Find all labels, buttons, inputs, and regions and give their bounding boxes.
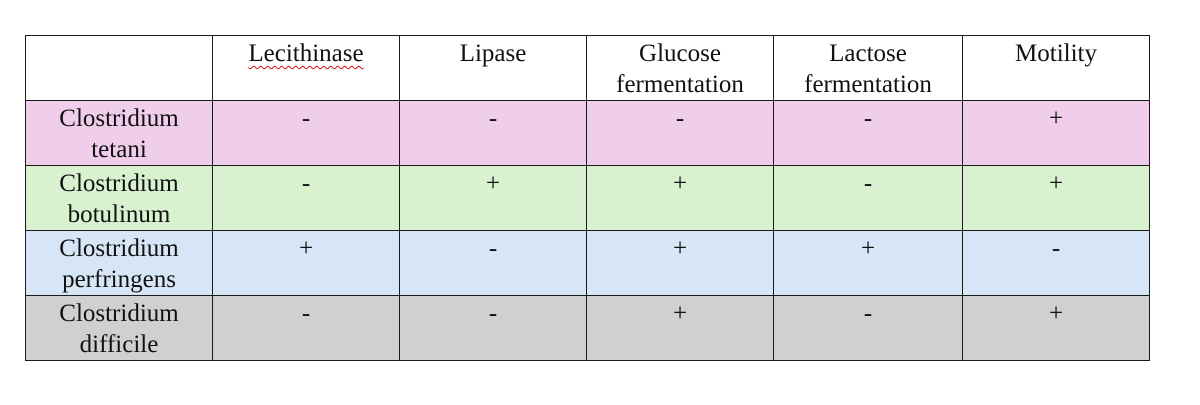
value-cell-lecithinase: - (212, 100, 400, 166)
organism-cell: Clostridium botulinum (25, 165, 213, 231)
header-cell-empty (25, 35, 213, 101)
value-cell-lecithinase: - (212, 295, 400, 361)
value-cell-lecithinase: + (212, 230, 400, 296)
table-row: Clostridium difficile - - + - + (25, 295, 1150, 361)
organism-cell: Clostridium tetani (25, 100, 213, 166)
table-row: Clostridium perfringens + - + + - (25, 230, 1150, 296)
value-cell-motility: - (962, 230, 1150, 296)
value-cell-lipase: - (399, 230, 587, 296)
clostridium-comparison-table-wrapper: Lecithinase Lipase Glucose fermentation … (25, 35, 1150, 361)
organism-cell: Clostridium difficile (25, 295, 213, 361)
value-cell-lecithinase: - (212, 165, 400, 231)
value-cell-glucose-fermentation: + (586, 165, 774, 231)
value-cell-lactose-fermentation: - (773, 295, 963, 361)
header-cell-lactose-fermentation: Lactose fermentation (773, 35, 963, 101)
header-cell-motility: Motility (962, 35, 1150, 101)
header-cell-lipase: Lipase (399, 35, 587, 101)
value-cell-motility: + (962, 165, 1150, 231)
header-label-lecithinase: Lecithinase (248, 40, 364, 67)
value-cell-lactose-fermentation: - (773, 100, 963, 166)
value-cell-lipase: + (399, 165, 587, 231)
organism-name: Clostridium botulinum (59, 170, 179, 228)
organism-name: Clostridium tetani (59, 105, 179, 163)
value-cell-lactose-fermentation: - (773, 165, 963, 231)
organism-name: Clostridium perfringens (59, 235, 179, 293)
value-cell-glucose-fermentation: - (586, 100, 774, 166)
table-row: Clostridium botulinum - + + - + (25, 165, 1150, 231)
table-row: Clostridium tetani - - - - + (25, 100, 1150, 166)
organism-name: Clostridium difficile (59, 300, 179, 358)
value-cell-motility: + (962, 295, 1150, 361)
header-label-lactose-fermentation: Lactose fermentation (804, 40, 932, 98)
header-label-glucose-fermentation: Glucose fermentation (616, 40, 744, 98)
header-cell-glucose-fermentation: Glucose fermentation (586, 35, 774, 101)
value-cell-glucose-fermentation: + (586, 230, 774, 296)
table-header-row: Lecithinase Lipase Glucose fermentation … (25, 35, 1150, 101)
value-cell-lactose-fermentation: + (773, 230, 963, 296)
clostridium-comparison-table: Lecithinase Lipase Glucose fermentation … (25, 35, 1150, 361)
value-cell-motility: + (962, 100, 1150, 166)
header-label-lipase: Lipase (459, 40, 527, 67)
value-cell-lipase: - (399, 295, 587, 361)
value-cell-glucose-fermentation: + (586, 295, 774, 361)
header-cell-lecithinase: Lecithinase (212, 35, 400, 101)
value-cell-lipase: - (399, 100, 587, 166)
header-label-motility: Motility (1015, 40, 1097, 67)
organism-cell: Clostridium perfringens (25, 230, 213, 296)
